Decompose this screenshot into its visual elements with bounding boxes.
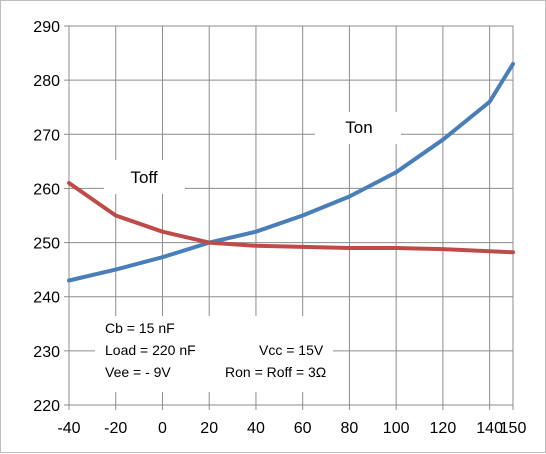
annotation-load: Load = 220 nF <box>105 342 196 358</box>
annotation-vcc: Vcc = 15V <box>259 342 324 358</box>
y-tick-label: 290 <box>33 19 60 36</box>
x-tick-label: 40 <box>247 420 265 437</box>
x-tick-label: 150 <box>500 420 527 437</box>
y-tick-label: 240 <box>33 290 60 307</box>
toff-series-label: Toff <box>130 168 157 187</box>
y-tick-labels: 220 230 240 250 260 270 280 290 <box>33 19 60 415</box>
y-tick-label: 220 <box>33 398 60 415</box>
y-tick-label: 230 <box>33 344 60 361</box>
x-tick-label: 60 <box>294 420 312 437</box>
x-tick-label: 80 <box>341 420 359 437</box>
y-tick-label: 260 <box>33 181 60 198</box>
x-tick-label: 120 <box>430 420 457 437</box>
annotation-cb: Cb = 15 nF <box>105 320 175 336</box>
y-tick-label: 270 <box>33 127 60 144</box>
x-tick-label: -40 <box>57 420 80 437</box>
annotation-vee: Vee = - 9V <box>105 364 171 380</box>
x-tick-label: 100 <box>383 420 410 437</box>
y-tick-label: 250 <box>33 236 60 253</box>
y-tick-label: 280 <box>33 73 60 90</box>
annotation-ron-roff: Ron = Roff = 3Ω <box>225 364 326 380</box>
ton-series-label: Ton <box>345 118 372 137</box>
x-tick-label: 20 <box>200 420 218 437</box>
x-tick-label: -20 <box>104 420 127 437</box>
x-tick-label: 0 <box>158 420 167 437</box>
